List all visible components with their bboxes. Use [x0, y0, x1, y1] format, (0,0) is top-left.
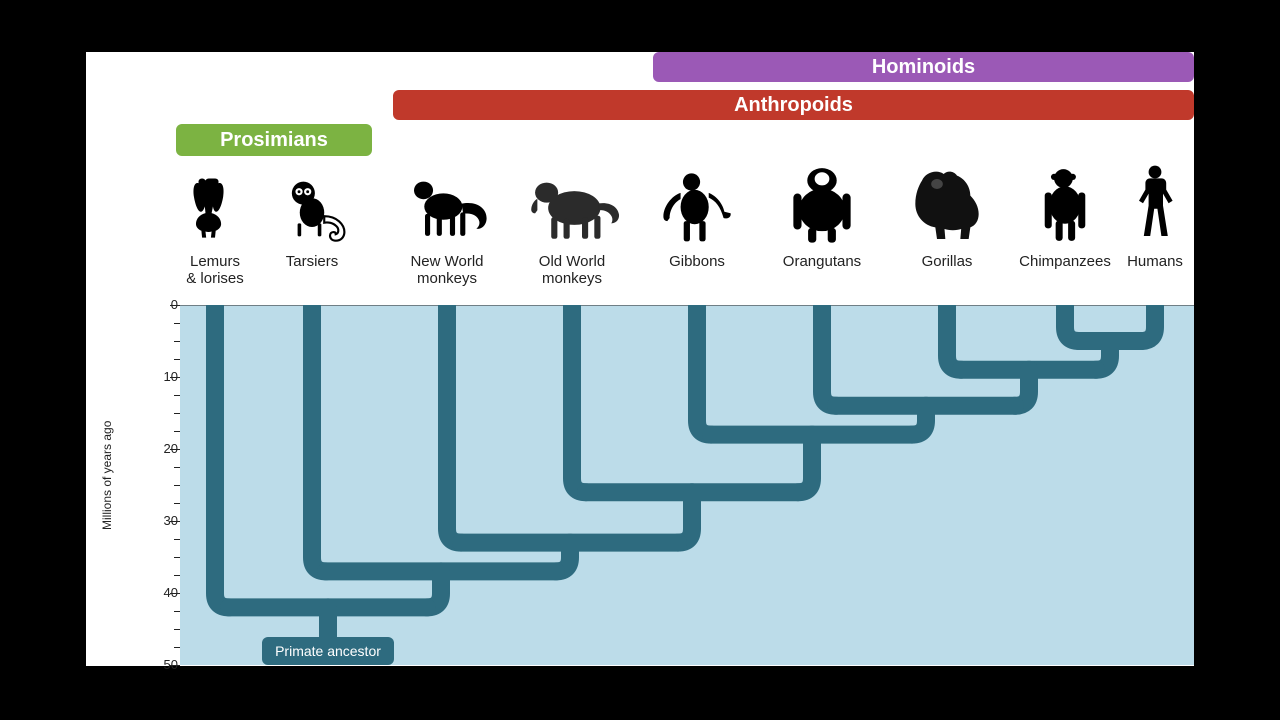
species-label: Tarsiers — [267, 253, 357, 270]
humans-icon — [1115, 165, 1195, 247]
species-humans: Humans — [1115, 165, 1195, 270]
species-label: Orangutans — [772, 253, 872, 270]
root-ancestor-label: Primate ancestor — [275, 643, 381, 659]
ytick: 30 — [152, 513, 178, 528]
band-anthropoids: Anthropoids — [393, 90, 1194, 120]
species-label: Gorillas — [897, 253, 997, 270]
species-gorillas: Gorillas — [897, 165, 997, 270]
tree-branches — [180, 305, 1194, 665]
band-hominoids-label: Hominoids — [872, 56, 975, 79]
species-orangutans: Orangutans — [772, 165, 872, 270]
species-owm: Old Worldmonkeys — [517, 165, 627, 288]
ytick: 40 — [152, 585, 178, 600]
gorillas-icon — [897, 165, 997, 247]
lemurs-icon — [170, 165, 260, 247]
band-prosimians-label: Prosimians — [220, 129, 328, 152]
tarsiers-icon — [267, 165, 357, 247]
band-hominoids: Hominoids — [653, 52, 1194, 82]
root-ancestor-box: Primate ancestor — [262, 637, 394, 665]
species-chimps: Chimpanzees — [1015, 165, 1115, 270]
species-label: Old Worldmonkeys — [517, 253, 627, 288]
ytick: 50 — [152, 657, 178, 672]
chimps-icon — [1015, 165, 1115, 247]
ytick: 10 — [152, 369, 178, 384]
gibbons-icon — [647, 165, 747, 247]
species-gibbons: Gibbons — [647, 165, 747, 270]
species-tarsiers: Tarsiers — [267, 165, 357, 270]
owm-icon — [517, 165, 627, 247]
y-axis-label: Millions of years ago — [100, 421, 114, 530]
species-lemurs: Lemurs& lorises — [170, 165, 260, 288]
nwm-icon — [392, 165, 502, 247]
ytick: 20 — [152, 441, 178, 456]
band-anthropoids-label: Anthropoids — [734, 94, 853, 117]
species-nwm: New Worldmonkeys — [392, 165, 502, 288]
phylogeny-chart — [180, 305, 1194, 665]
species-label: Gibbons — [647, 253, 747, 270]
species-label: Humans — [1115, 253, 1195, 270]
species-label: Chimpanzees — [1015, 253, 1115, 270]
ytick: 0 — [152, 297, 178, 312]
orangutans-icon — [772, 165, 872, 247]
species-label: New Worldmonkeys — [392, 253, 502, 288]
species-label: Lemurs& lorises — [170, 253, 260, 288]
band-prosimians: Prosimians — [176, 124, 372, 156]
